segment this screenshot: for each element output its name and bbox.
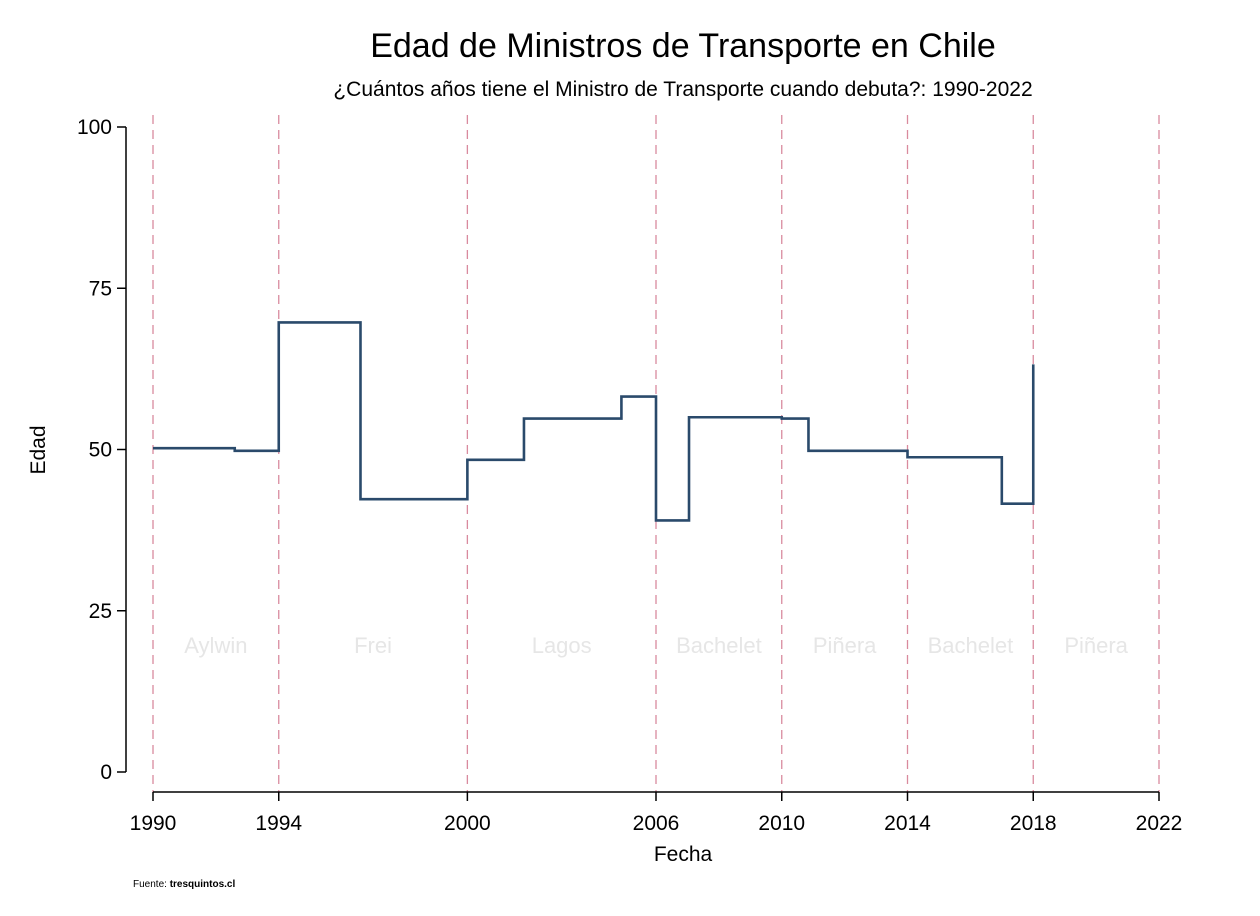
x-tick-label-2010: 2010 xyxy=(758,812,805,835)
y-tick-label-50: 50 xyxy=(89,439,112,462)
x-tick-label-2022: 2022 xyxy=(1136,812,1183,835)
term-label-4: Piñera xyxy=(813,633,877,658)
term-label-3: Bachelet xyxy=(676,633,762,658)
x-tick-label-2006: 2006 xyxy=(633,812,680,835)
source-value: tresquintos.cl xyxy=(170,879,236,890)
x-tick-label-2014: 2014 xyxy=(884,812,931,835)
chart-title: Edad de Ministros de Transporte en Chile xyxy=(370,27,996,65)
term-label-1: Frei xyxy=(354,633,392,658)
y-tick-label-0: 0 xyxy=(100,761,112,784)
x-axis-label: Fecha xyxy=(654,843,713,866)
source-label: Fuente: xyxy=(133,879,170,890)
term-label-0: Aylwin xyxy=(184,633,247,658)
chart-subtitle: ¿Cuántos años tiene el Ministro de Trans… xyxy=(333,78,1032,101)
y-tick-label-100: 100 xyxy=(77,116,112,139)
source-note: Fuente: tresquintos.cl xyxy=(133,879,235,890)
series-age xyxy=(153,321,1035,522)
x-tick-label-1994: 1994 xyxy=(255,812,302,835)
y-tick-label-75: 75 xyxy=(89,277,112,300)
y-axis-label: Edad xyxy=(27,425,50,474)
series-line-0 xyxy=(153,321,1035,522)
term-label-6: Piñera xyxy=(1064,633,1128,658)
x-tick-label-2000: 2000 xyxy=(444,812,491,835)
x-tick-label-2018: 2018 xyxy=(1010,812,1057,835)
y-tick-label-25: 25 xyxy=(89,600,112,623)
y-axis: 0 25 50 75 100 xyxy=(77,116,127,784)
term-label-5: Bachelet xyxy=(928,633,1014,658)
term-label-2: Lagos xyxy=(532,633,592,658)
x-axis: 1990 1994 2000 2006 2010 2014 2018 2022 xyxy=(130,791,1183,835)
president-term-labels: Aylwin Frei Lagos Bachelet Piñera Bachelet Piñ… xyxy=(184,633,1128,658)
x-tick-label-1990: 1990 xyxy=(130,812,177,835)
